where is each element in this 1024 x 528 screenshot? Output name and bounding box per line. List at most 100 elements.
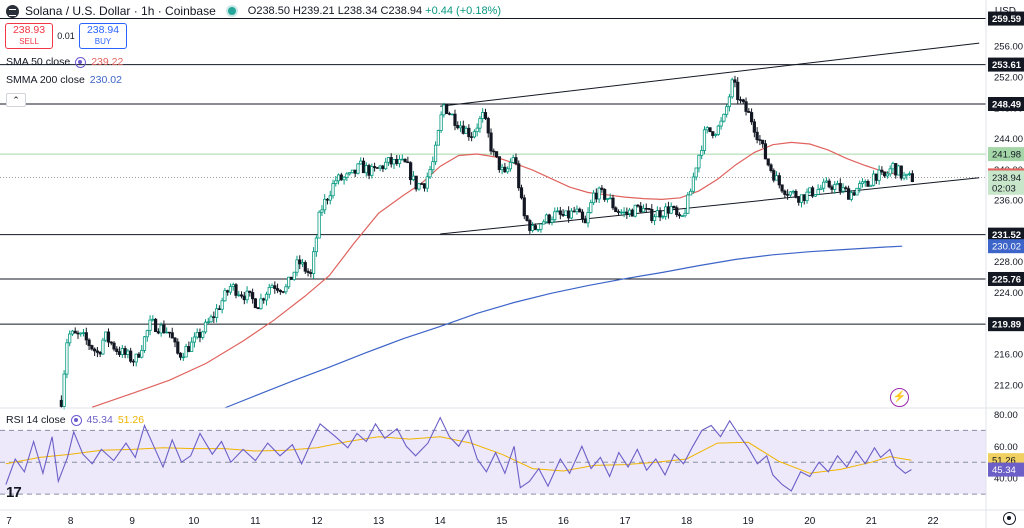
candle-body <box>644 207 648 210</box>
rsi-tick-label: 80.00 <box>994 410 1018 421</box>
candle-body <box>697 154 701 169</box>
channel-lower-extension <box>897 177 980 187</box>
rsi-legend[interactable]: RSI 14 close 45.34 51.26 <box>6 414 144 426</box>
candle-body <box>625 211 629 215</box>
candle-body <box>586 212 590 224</box>
candle-body <box>231 284 235 288</box>
candle-body <box>749 112 754 123</box>
sma50-legend[interactable]: SMA 50 close 239.22 <box>6 56 123 68</box>
candle-body <box>95 350 99 353</box>
candle-body <box>450 113 454 116</box>
candle-body <box>151 318 155 321</box>
rsi-value-tag <box>988 462 1024 477</box>
candle-body <box>300 262 305 265</box>
price-tag-label: 238.94 <box>992 173 1021 184</box>
candle-body <box>142 336 147 351</box>
candle-body <box>481 112 485 119</box>
candle-body <box>447 113 452 115</box>
price-tag-label: 02:03 <box>992 183 1016 194</box>
candle-body <box>522 197 526 217</box>
candle-body <box>145 330 149 338</box>
ohlc-values: O238.50 H239.21 L238.34 C238.94 +0.44 (+… <box>248 5 501 17</box>
candle-body <box>716 125 720 135</box>
symbol-title[interactable]: Solana / U.S. Dollar · 1h · Coinbase <box>25 4 216 18</box>
candle-body <box>519 187 524 199</box>
candle-body <box>816 189 820 195</box>
rsi-ma-line <box>5 436 912 474</box>
level-price-label: 248.49 <box>992 100 1021 111</box>
level-price-label: 259.59 <box>992 14 1021 25</box>
candle-body <box>536 228 540 231</box>
candle-body <box>589 202 593 213</box>
candle-body <box>583 218 587 224</box>
candle-body <box>131 360 136 363</box>
candle-body <box>165 331 169 334</box>
buy-button[interactable]: 238.94 BUY <box>79 23 127 49</box>
candle-body <box>195 332 199 338</box>
candle-body <box>267 287 271 295</box>
level-price-tag <box>988 97 1024 112</box>
candle-body <box>206 321 210 323</box>
candle-body <box>76 332 80 335</box>
collapse-legend-icon[interactable]: ⌃ <box>6 93 26 107</box>
candle-body <box>569 210 574 219</box>
candle-body <box>822 181 826 189</box>
smma200-legend[interactable]: SMMA 200 close 230.02 <box>6 74 122 86</box>
candle-body <box>639 205 643 213</box>
candle-body <box>101 339 105 355</box>
candle-body <box>248 290 252 293</box>
settings-icon[interactable] <box>1003 512 1016 525</box>
candle-body <box>772 170 776 181</box>
candle-body <box>270 285 274 288</box>
candle-body <box>148 319 152 331</box>
flash-icon[interactable]: ⚡ <box>890 388 909 407</box>
price-tick-label: 236.00 <box>994 196 1023 207</box>
candle-body <box>264 293 269 301</box>
candle-body <box>309 272 313 274</box>
candle-body <box>533 225 537 230</box>
candle-body <box>666 206 671 214</box>
solana-logo-icon <box>6 4 19 18</box>
candle-body <box>827 180 831 188</box>
sell-label: SELL <box>19 37 39 46</box>
rsi-label: RSI 14 close <box>6 414 66 426</box>
candle-body <box>475 127 479 133</box>
candle-body <box>411 175 416 181</box>
candle-body <box>334 180 338 184</box>
candle-body <box>436 130 440 146</box>
candle-body <box>123 348 127 355</box>
candle-body <box>852 192 856 196</box>
candle-body <box>847 188 851 200</box>
channel-upper-line <box>440 42 980 107</box>
candle-body <box>511 157 515 163</box>
candle-body <box>406 161 410 164</box>
candle-body <box>791 190 795 193</box>
candle-body <box>603 189 607 200</box>
candle-body <box>819 187 823 190</box>
candle-body <box>461 125 465 134</box>
candle-body <box>564 210 568 216</box>
indicator-settings-icon[interactable] <box>70 414 82 426</box>
candle-body <box>647 208 651 210</box>
price-tick-label: 228.00 <box>994 257 1023 268</box>
candle-body <box>725 106 729 115</box>
candle-body <box>120 348 124 355</box>
low-value: L238.34 <box>337 5 378 17</box>
candle-body <box>744 101 748 112</box>
time-tick-label: 11 <box>250 516 261 527</box>
currency-selector[interactable]: USD <box>994 6 1016 17</box>
candle-body <box>572 210 576 213</box>
sell-price: 238.93 <box>12 24 46 36</box>
indicator-settings-icon[interactable] <box>75 56 87 68</box>
candle-body <box>106 331 111 343</box>
candle-body <box>303 262 307 272</box>
candle-body <box>386 157 391 163</box>
candle-body <box>237 294 241 297</box>
candle-body <box>453 113 457 126</box>
price-tick-label: 252.00 <box>994 72 1023 83</box>
sell-button[interactable]: 238.93 SELL <box>5 23 53 49</box>
candle-body <box>769 164 773 171</box>
candle-body <box>170 332 174 339</box>
candle-body <box>686 194 690 214</box>
